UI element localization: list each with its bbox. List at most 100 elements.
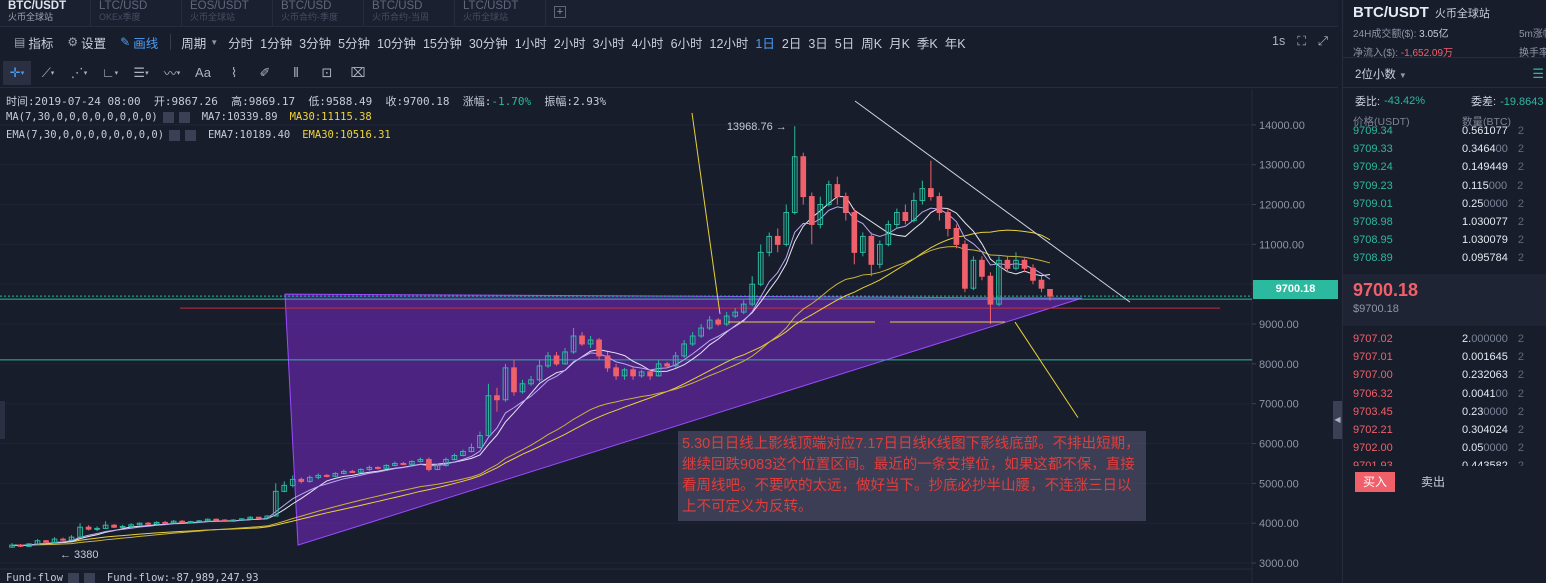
ticker-exchange: 火币全球站 <box>1434 8 1490 20</box>
text-tool[interactable]: Aa <box>195 65 211 80</box>
symbol-tab[interactable]: BTC/USD 火币合约-季度 <box>273 0 364 27</box>
orderbook-row[interactable]: 9707.01 0.001645 2 <box>1343 348 1546 366</box>
expand-icon[interactable]: ⤢ <box>1317 34 1328 48</box>
fib-icon[interactable]: ⋰ ▾ <box>70 64 88 80</box>
period-option[interactable]: 10分钟 <box>377 36 416 51</box>
indicators-button[interactable]: ▤ 指标 <box>14 35 54 51</box>
orderbook-row[interactable]: 9708.95 1.030079 2 <box>1343 231 1546 249</box>
menu-icon[interactable]: ☰ <box>1532 66 1544 81</box>
ohlc-info: 时间:2019-07-24 08:00 开:9867.26 高:9869.17 … <box>6 95 607 108</box>
candle-body <box>630 369 636 377</box>
symbol-tab[interactable]: BTC/USD 火币合约-当周 <box>364 0 455 27</box>
orderbook-row[interactable]: 9702.21 0.304024 2 <box>1343 421 1546 439</box>
period-option[interactable]: 12小时 <box>709 36 749 51</box>
fund-close-icon[interactable] <box>83 572 95 583</box>
period-dropdown[interactable]: 周期 ▼ <box>181 36 219 51</box>
sell-button[interactable]: 卖出 <box>1420 475 1445 489</box>
candle-body <box>162 521 168 524</box>
hlines-icon[interactable]: ☰ ▾ <box>133 64 149 80</box>
orderbook-row[interactable]: 9709.01 0.250000 2 <box>1343 195 1546 213</box>
period-option[interactable]: 2小时 <box>553 36 586 51</box>
period-option[interactable]: 5日 <box>834 36 855 51</box>
crosshair-icon[interactable]: ✛ ▾ <box>3 60 31 85</box>
orderbook-row[interactable]: 9707.02 2.000000 2 <box>1343 330 1546 348</box>
period-option[interactable]: 季K <box>916 36 938 51</box>
period-option[interactable]: 6小时 <box>670 36 703 51</box>
brush-icon[interactable]: ✐ <box>259 64 271 80</box>
order-amount: 0.050000 <box>1462 442 1508 455</box>
collapse-panel-handle[interactable]: ◀ <box>1333 401 1342 439</box>
period-option[interactable]: 3日 <box>808 36 828 51</box>
lock-icon[interactable]: ⊡ <box>321 64 333 80</box>
annotation-text[interactable]: 5.30日日线上影线顶端对应7.17日日线K线图下影线底部。不排出短期，继续回跌… <box>678 431 1146 521</box>
period-option[interactable]: 周K <box>861 36 883 51</box>
candle-body <box>885 223 892 245</box>
period-option[interactable]: 1日 <box>755 36 775 51</box>
candle-body <box>43 540 49 543</box>
candle-body <box>1047 289 1053 297</box>
symbol-tab[interactable]: BTC/USDT 火币全球站 <box>0 0 91 27</box>
chart-area[interactable]: 3000.00 4000.00 5000.00 6000.00 7000.00 8000.… <box>0 89 1342 583</box>
trendline-icon[interactable]: ⟋ ▾ <box>41 64 55 80</box>
period-option[interactable]: 15分钟 <box>422 36 462 51</box>
candle-body <box>204 518 211 522</box>
settings-button[interactable]: ⚙ 设置 <box>67 35 107 51</box>
tab-pair: LTC/USD <box>99 0 148 12</box>
y-tick-label: 9000.00 <box>1259 319 1299 331</box>
candle-body <box>715 319 722 325</box>
tab-exchange: 火币合约-季度 <box>281 12 338 22</box>
ema-settings-icon[interactable] <box>169 129 181 141</box>
current-price-tag: 9700.18 <box>1253 280 1338 299</box>
orderbook-row[interactable]: 9709.33 0.346400 2 <box>1343 140 1546 158</box>
pattern-icon[interactable]: ⦀ <box>293 64 299 80</box>
period-option[interactable]: 3分钟 <box>299 36 332 51</box>
period-option[interactable]: 1分钟 <box>260 36 293 51</box>
ruler-icon[interactable]: ⌇ <box>230 64 238 80</box>
draw-button[interactable]: ✎ 画线 <box>120 35 159 51</box>
candle-body <box>859 235 866 253</box>
ma-close-icon[interactable] <box>178 111 190 123</box>
gear-icon: ⚙ <box>67 35 79 49</box>
period-option[interactable]: 月K <box>889 36 910 51</box>
angle-icon[interactable]: ∟ ▾ <box>101 65 119 80</box>
period-option[interactable]: 4小时 <box>631 36 664 51</box>
period-option[interactable]: 2日 <box>781 36 802 51</box>
order-price: 9709.24 <box>1353 161 1393 174</box>
period-option[interactable]: 30分钟 <box>468 36 508 51</box>
period-option[interactable]: 年K <box>944 36 966 51</box>
decimal-selector[interactable]: 2位小数 ▼ ☰ <box>1343 58 1546 88</box>
orderbook-row[interactable]: 9702.00 0.050000 2 <box>1343 439 1546 457</box>
orderbook-row[interactable]: 9709.23 0.115000 2 <box>1343 177 1546 195</box>
candle-body <box>791 156 798 214</box>
trash-icon[interactable]: ⌧ <box>350 64 366 80</box>
add-tab-button[interactable]: + <box>554 6 566 18</box>
price-chart[interactable]: 3000.00 4000.00 5000.00 6000.00 7000.00 8000.… <box>0 89 1338 583</box>
orderbook-row[interactable]: 9703.45 0.230000 2 <box>1343 403 1546 421</box>
interval-label[interactable]: 1s <box>1272 34 1286 48</box>
buy-button[interactable]: 买入 <box>1355 472 1395 492</box>
orderbook-row[interactable]: 9708.89 0.095784 2 <box>1343 249 1546 267</box>
fund-settings-icon[interactable] <box>67 572 79 583</box>
period-option[interactable]: 5分钟 <box>338 36 371 51</box>
period-option[interactable]: 1小时 <box>514 36 547 51</box>
order-amount: 1.030079 <box>1462 234 1508 247</box>
orderbook-row[interactable]: 9709.34 0.561077 2 <box>1343 122 1546 140</box>
orderbook-row[interactable]: 9701.930.443582 2 <box>1343 457 1546 466</box>
tab-exchange: 火币全球站 <box>190 12 236 22</box>
ema-legend: EMA(7,30,0,0,0,0,0,0,0,0) EMA7:10189.40 … <box>6 129 391 141</box>
candle-body <box>77 526 83 538</box>
symbol-tab[interactable]: EOS/USDT 火币全球站 <box>182 0 273 27</box>
period-option[interactable]: 分时 <box>228 36 254 51</box>
period-option[interactable]: 3小时 <box>592 36 625 51</box>
ma-settings-icon[interactable] <box>162 111 174 123</box>
left-edge-handle[interactable] <box>0 401 5 439</box>
orderbook-row[interactable]: 9708.98 1.030077 2 <box>1343 213 1546 231</box>
symbol-tab[interactable]: LTC/USDT 火币全球站 <box>455 0 546 27</box>
wave-icon[interactable]: 〰 ▾ <box>163 66 181 81</box>
symbol-tab[interactable]: LTC/USD OKEx季度 <box>91 0 182 27</box>
fullscreen-icon[interactable]: ⛶ <box>1297 34 1306 48</box>
orderbook-row[interactable]: 9706.32 0.004100 2 <box>1343 385 1546 403</box>
orderbook-row[interactable]: 9707.00 0.232063 2 <box>1343 366 1546 384</box>
orderbook-row[interactable]: 9709.24 0.149449 2 <box>1343 158 1546 176</box>
ema-close-icon[interactable] <box>185 129 197 141</box>
